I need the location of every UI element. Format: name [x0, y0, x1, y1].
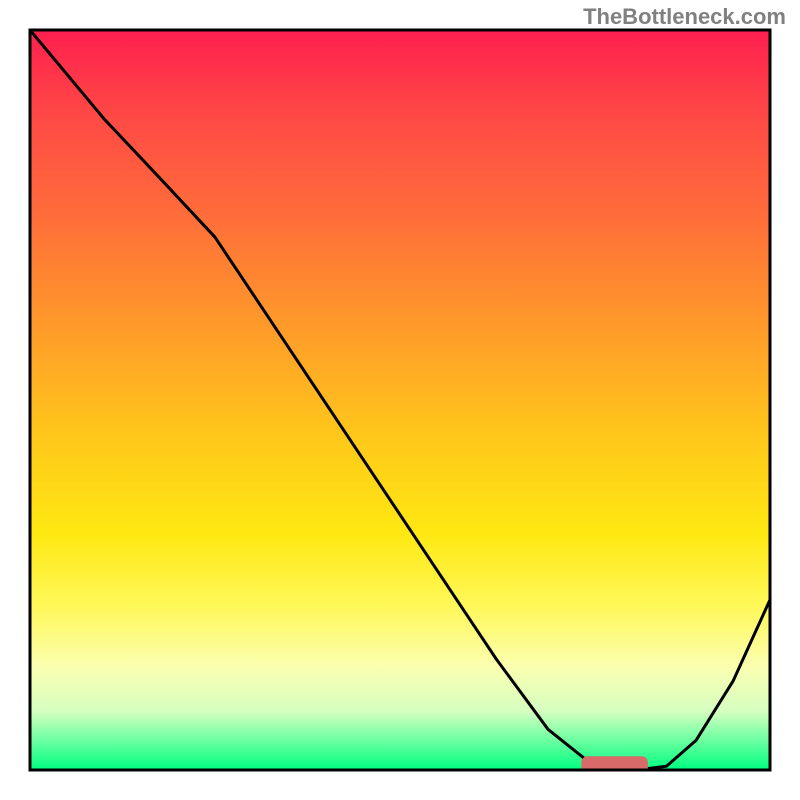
bottleneck-curve-chart — [0, 0, 800, 800]
watermark-text: TheBottleneck.com — [583, 4, 786, 30]
chart-container: TheBottleneck.com — [0, 0, 800, 800]
plot-background — [30, 30, 770, 770]
